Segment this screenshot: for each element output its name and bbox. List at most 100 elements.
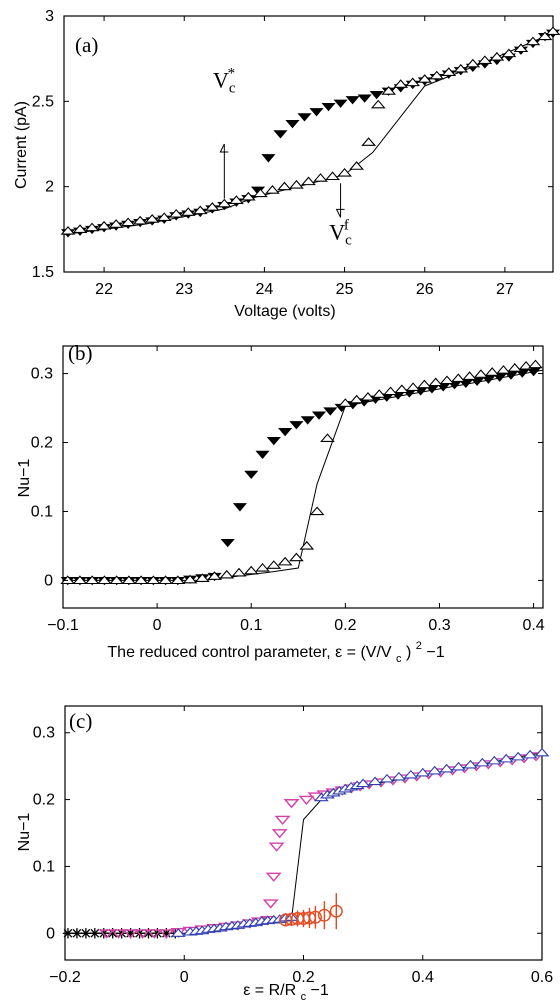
panel-a-y-tick-label-0: 1.5 [32,264,54,281]
panel-a-y-axis-label: Current (pA) [13,101,30,189]
panel-a-series-1-point-1 [72,224,88,233]
panel-a-series-0-point-26 [369,91,384,100]
panel-b-series-0-point-15 [244,470,259,480]
panel-a-series-0-point-17 [261,154,276,163]
panel-b-frame [62,345,544,609]
panel-c-series-0-point-3 [89,928,101,939]
panel-b-series-0-point-14 [232,503,248,512]
panel-c-series-2-point-27 [367,776,383,786]
panel-b-x-tick-label-1: 0 [153,617,162,634]
panel-a-series-1-point-2 [84,222,100,232]
panel-c-x-axis-label-sub: c [301,991,307,1003]
panel-b-series-1-point-12 [207,571,222,580]
panel-a-x-tick-label-1: 23 [175,281,193,298]
panel-c-x-tick-label-0: −0.2 [49,969,81,986]
panel-c-series-2-point-34 [451,761,466,771]
panel-c-series-1-point-21 [298,795,315,805]
panel-b-series-1-point-15 [243,565,259,575]
panel-c-series-1-point-1 [110,929,127,939]
panel-a-series-1-point-19 [289,179,304,189]
panel-a-x-axis-label: Voltage (volts) [234,303,335,320]
panel-b-series-1-point-13 [219,569,235,579]
panel-b-series-1-point-19 [289,552,304,562]
panel-a-annotation-layer: Vc* Vcf [213,66,352,249]
panel-b-series-1-point-28 [394,384,410,394]
panel-a-annotation-text-1: Vcf [329,218,352,249]
panel-a-series-0-point-20 [297,113,312,122]
panel-b-series-1-point-25 [360,391,376,401]
panel-a-series-1-point-29 [405,77,421,87]
panel-c-series-1-point-20 [283,799,300,809]
panel-c-series-2-point-33 [439,763,454,773]
panel-a-series-1-point-5 [120,217,136,227]
panel-c-series-2-point-28 [379,773,395,783]
panel-c-series-2-point-39 [510,751,526,761]
panel-a-series-1-point-6 [132,215,148,225]
panel-b-marker-layer [60,359,543,586]
panel-a-series-1-point-20 [301,176,316,186]
panel-b-series-1-point-20 [299,540,315,550]
panel-c-x-tick-label-3: 0.4 [412,969,434,986]
panel-a-series-0-point-21 [309,108,324,117]
panel-b-x-tick-label-2: 0.1 [240,617,262,634]
panel-a-series-1-point-30 [417,74,433,83]
panel-b-series-1-point-29 [405,382,421,391]
panel-b-series-1-point-18 [277,556,293,566]
panel-b-series-0-point-22 [323,407,338,416]
panel-b-series-1-point-33 [450,373,466,383]
panel-a-series-1-point-4 [108,219,124,228]
panel-b-series-1-point-37 [496,365,511,374]
panel-a-series-1-point-8 [156,212,172,222]
panel-c-series-3-point-7 [329,904,343,918]
panel-b-series-1-point-30 [417,379,432,389]
panel-b-x-tick-label-4: 0.3 [428,617,450,634]
panel-b-series-1-point-38 [507,363,523,372]
panel-a-series-1-point-22 [325,171,340,181]
panel-b-x-tick-label-3: 0.2 [334,617,356,634]
panel-b-series-1-point-34 [462,371,477,380]
panel-c-series-2-point-40 [522,749,538,759]
panel-b-series-1-point-1 [72,575,88,585]
panel-c-x-tick-label-1: 0 [180,969,189,986]
panel-b-series-1-point-17 [266,560,282,569]
panel-b-series-1-point-24 [349,394,365,404]
panel-b-series-1-point-3 [97,575,112,585]
panel-c-series-2-point-41 [534,747,550,757]
panel-a-series-1-point-32 [441,67,457,76]
panel-b-series-0-point-20 [300,416,315,425]
panel-a-series-1-point-36 [489,51,505,61]
panel-a-series-1-point-26 [370,99,386,109]
panel-b-series-0-point-13 [220,539,235,548]
panel-a-series-1-point-3 [96,220,112,230]
panel-c-series-1-point-15 [262,899,279,909]
panel-c-y-tick-label-0: 0 [46,925,55,942]
panel-c-series-3-point-6 [317,908,331,922]
panel-c-x-axis-label: ε = R/R c −1 [243,982,329,1003]
panel-c-series-2-point-32 [427,765,443,775]
panel-b-series-0-point-16 [255,450,270,460]
panel-a-tick-layer: 22 23 24 25 26 27 1.5 2 2.5 3 [32,8,553,298]
panel-a-annotation-text-0: Vc* [213,66,236,97]
panel-b-series-1-point-5 [121,575,137,585]
panel-c: −0.2 0 0.2 0.4 0.6 0 0.1 0.2 0.3 (c) ε = R/R c −… [16,705,553,1003]
panel-c-series-0-point-1 [71,928,83,939]
panel-a-series-1-point-23 [337,167,352,177]
panel-c-tick-layer: −0.2 0 0.2 0.4 0.6 0 0.1 0.2 0.3 [33,706,553,986]
panel-a-series-0-point-24 [345,96,360,105]
panel-c-y-tick-label-2: 0.2 [33,792,55,809]
panel-c-series-2-point-26 [355,778,371,788]
panel-c-y-tick-label-1: 0.1 [33,858,55,875]
panel-c-y-tick-label-3: 0.3 [33,725,55,742]
panel-b-y-tick-label-1: 0.1 [31,503,53,520]
panel-a-series-1-point-41 [545,26,560,35]
panel-a-y-tick-label-1: 2 [45,179,54,196]
panel-a-annotation-main-0: V [213,68,229,93]
panel-a-series-0-point-18 [273,130,288,139]
panel-a-series-0-point-19 [285,120,300,129]
panel-b-series-1-point-35 [473,369,489,378]
panel-c-series-2-point-29 [391,771,407,781]
panel-a-frame [63,15,554,273]
panel-a-annotation-sub-0: c [229,81,236,97]
panel-b-x-axis-label-close: ) [406,644,411,661]
